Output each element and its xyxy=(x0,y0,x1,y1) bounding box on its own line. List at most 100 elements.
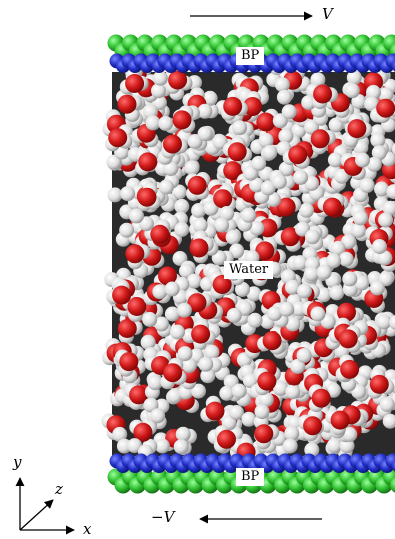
hydrogen-atom xyxy=(163,161,179,176)
hydrogen-atom xyxy=(351,222,367,238)
oxygen-atom xyxy=(163,134,182,154)
hydrogen-atom xyxy=(173,439,189,455)
hydrogen-atom xyxy=(204,344,220,360)
hydrogen-atom xyxy=(241,207,257,223)
hydrogen-atom xyxy=(344,83,360,99)
blue-atom xyxy=(392,60,395,72)
bottom-velocity-label: −V xyxy=(151,508,175,526)
hydrogen-atom xyxy=(175,426,191,442)
hydrogen-atom xyxy=(282,438,298,454)
hydrogen-atom xyxy=(326,253,342,269)
hydrogen-atom xyxy=(247,312,263,328)
hydrogen-atom xyxy=(316,264,332,280)
hydrogen-atom xyxy=(279,301,295,317)
hydrogen-atom xyxy=(334,168,350,184)
hydrogen-atom xyxy=(290,358,306,374)
hydrogen-atom xyxy=(143,104,158,120)
oxygen-atom xyxy=(369,374,389,394)
hydrogen-atom xyxy=(278,128,294,144)
hydrogen-atom xyxy=(353,210,368,226)
hydrogen-atom xyxy=(140,334,156,350)
hydrogen-atom xyxy=(370,132,386,148)
oxygen-atom xyxy=(108,128,128,148)
hydrogen-atom xyxy=(202,90,218,106)
oxygen-atom xyxy=(256,112,276,132)
oxygen-atom xyxy=(254,424,274,444)
hydrogen-atom xyxy=(382,413,395,429)
oxygen-atom xyxy=(168,70,188,90)
green-atom xyxy=(390,477,395,493)
hydrogen-atom xyxy=(329,285,345,301)
hydrogen-atom xyxy=(262,145,278,160)
oxygen-atom xyxy=(310,129,330,149)
hydrogen-atom xyxy=(147,375,163,391)
hydrogen-atom xyxy=(374,181,389,197)
hydrogen-atom xyxy=(167,388,183,404)
hydrogen-atom xyxy=(107,187,123,203)
hydrogen-atom xyxy=(389,315,395,330)
oxygen-atom xyxy=(125,74,145,93)
hydrogen-atom xyxy=(170,324,185,340)
hydrogen-atom xyxy=(226,307,242,323)
hydrogen-atom xyxy=(229,405,244,420)
hydrogen-atom xyxy=(154,316,169,332)
oxygen-atom xyxy=(322,197,342,217)
bottom-plate-label: BP xyxy=(236,468,265,486)
hydrogen-atom xyxy=(174,198,190,214)
oxygen-atom xyxy=(205,401,225,421)
hydrogen-atom xyxy=(297,283,312,299)
hydrogen-atom xyxy=(254,404,270,420)
hydrogen-atom xyxy=(354,275,370,291)
oxygen-atom xyxy=(119,352,139,372)
oxygen-atom xyxy=(340,359,360,379)
hydrogen-atom xyxy=(164,281,180,297)
hydrogen-atom xyxy=(235,281,250,297)
hydrogen-atom xyxy=(366,84,381,100)
oxygen-atom xyxy=(243,97,263,116)
oxygen-atom xyxy=(337,302,356,322)
hydrogen-atom xyxy=(266,192,281,207)
hydrogen-atom xyxy=(326,438,342,453)
coordinate-axes xyxy=(15,477,75,535)
x-axis-label: x xyxy=(83,520,92,538)
hydrogen-atom xyxy=(355,152,370,168)
oxygen-atom xyxy=(347,119,367,139)
hydrogen-atom xyxy=(339,438,355,454)
hydrogen-atom xyxy=(346,70,362,86)
hydrogen-atom xyxy=(164,306,180,322)
oxygen-atom xyxy=(338,329,358,349)
oxygen-atom xyxy=(217,429,236,449)
top-plate-label: BP xyxy=(236,47,265,65)
hydrogen-atom xyxy=(200,368,216,384)
z-axis-label: z xyxy=(55,480,63,498)
hydrogen-atom xyxy=(191,383,206,399)
oxygen-atom xyxy=(158,266,177,286)
hydrogen-atom xyxy=(249,177,265,193)
oxygen-atom xyxy=(150,224,170,244)
oxygen-atom xyxy=(129,385,149,405)
hydrogen-atom xyxy=(376,314,392,330)
oxygen-atom xyxy=(112,285,132,305)
hydrogen-atom xyxy=(151,83,166,99)
hydrogen-atom xyxy=(304,176,320,191)
hydrogen-atom xyxy=(174,222,190,237)
hydrogen-atom xyxy=(241,411,257,427)
hydrogen-atom xyxy=(197,103,213,119)
oxygen-atom xyxy=(191,324,211,344)
oxygen-atom xyxy=(223,161,243,181)
hydrogen-atom xyxy=(379,397,395,412)
hydrogen-atom xyxy=(154,438,170,454)
hydrogen-atom xyxy=(184,160,200,176)
hydrogen-atom xyxy=(158,179,174,195)
hydrogen-atom xyxy=(127,438,143,454)
oxygen-atom xyxy=(255,241,275,261)
oxygen-atom xyxy=(330,410,350,430)
hydrogen-atom xyxy=(181,357,197,373)
hydrogen-atom xyxy=(369,280,385,296)
hydrogen-atom xyxy=(293,169,309,185)
oxygen-atom xyxy=(189,238,209,258)
hydrogen-atom xyxy=(192,217,208,233)
hydrogen-atom xyxy=(273,380,289,396)
oxygen-atom xyxy=(212,275,232,294)
oxygen-atom xyxy=(187,175,207,195)
